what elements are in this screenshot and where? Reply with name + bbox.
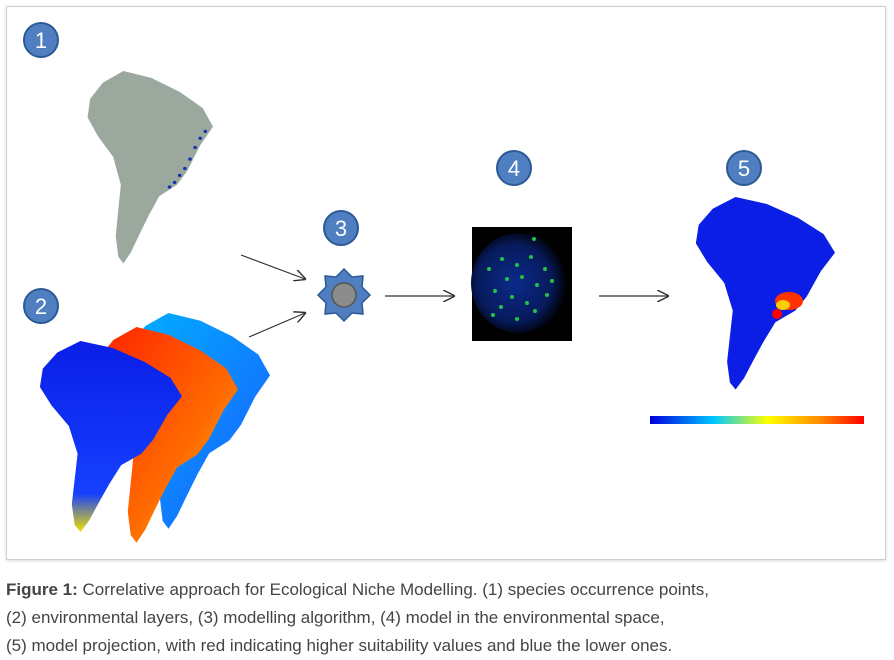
arrow-occurrence-to-algorithm [240,254,305,279]
step-number: 4 [508,156,520,181]
caption-line-3: (5) model projection, with red indicatin… [6,636,673,655]
suitability-colorbar [650,416,864,424]
occurrence-map [87,71,213,264]
environmental-space-plot [471,227,572,341]
figure-caption: Figure 1: Correlative approach for Ecolo… [6,576,886,660]
projection-map [695,197,835,390]
caption-label: Figure 1: [6,580,78,599]
step-badge-1: 1 [23,22,59,58]
step-badge-5: 5 [726,150,762,186]
step-badge-4: 4 [496,150,532,186]
caption-line-2: (2) environmental layers, (3) modelling … [6,608,665,627]
figure-panel: 1 2 3 4 5 [6,6,886,560]
step-badge-2: 2 [23,288,59,324]
gear-icon [316,267,372,323]
step-number: 1 [35,28,47,53]
step-number: 3 [335,216,347,241]
env-space-points [487,237,554,321]
caption-text-1: Correlative approach for Ecological Nich… [77,580,709,599]
caption-line-1: Figure 1: Correlative approach for Ecolo… [6,576,886,604]
step-number: 5 [738,156,750,181]
step-badge-3: 3 [323,210,359,246]
figure-diagram: 1 2 3 4 5 [23,22,864,543]
arrow-layers-to-algorithm [248,313,305,338]
environmental-layers [39,313,271,543]
occurrence-points [167,129,208,189]
step-number: 2 [35,294,47,319]
